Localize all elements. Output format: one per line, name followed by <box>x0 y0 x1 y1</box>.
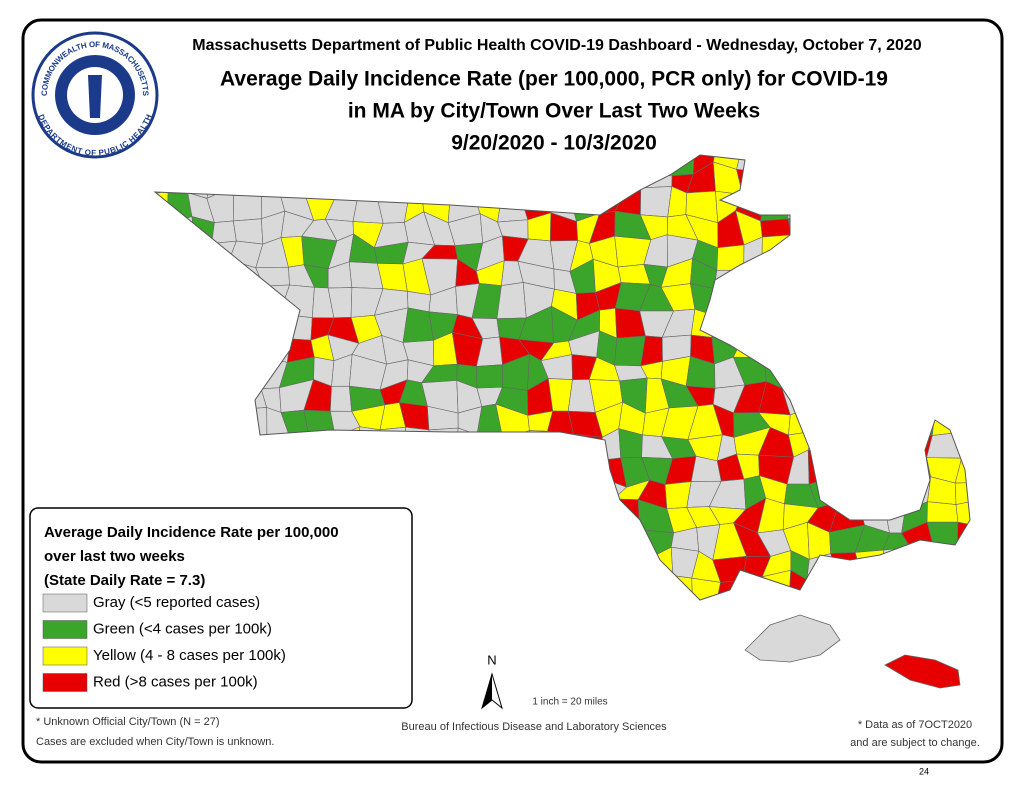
compass-arrow-fill <box>482 674 492 708</box>
bureau: Bureau of Infectious Disease and Laborat… <box>401 721 667 733</box>
legend-swatch <box>42 673 88 692</box>
title-line: 9/20/2020 - 10/3/2020 <box>451 132 657 155</box>
legend: Average Daily Incidence Rate per 100,000… <box>29 507 413 709</box>
town <box>640 186 673 218</box>
legend-title: over last two weeks <box>44 548 185 565</box>
note: * Data as of 7OCT2020 <box>858 719 972 731</box>
compass-label: N <box>487 652 496 667</box>
note: and are subject to change. <box>850 737 980 749</box>
legend-items: Gray (<5 reported cases) Green (<4 cases … <box>42 593 286 692</box>
island-marthas-vineyard <box>744 614 841 663</box>
legend-title: Average Daily Incidence Rate per 100,000 <box>44 524 339 541</box>
town <box>760 218 792 238</box>
footnote: Cases are excluded when City/Town is unk… <box>36 736 274 748</box>
footnote: * Unknown Official City/Town (N = 27) <box>36 716 220 728</box>
town <box>232 218 264 245</box>
town <box>954 481 970 505</box>
legend-label: Green (<4 cases per 100k) <box>93 620 272 637</box>
scale: 1 inch = 20 miles <box>532 697 607 708</box>
state-outline <box>153 154 971 601</box>
compass: N <box>481 652 503 710</box>
legend-title: (State Daily Rate = 7.3) <box>44 572 205 589</box>
town <box>211 220 237 244</box>
legend-label: Gray (<5 reported cases) <box>93 594 260 611</box>
town <box>329 385 353 412</box>
page-number: 24 <box>919 766 929 776</box>
legend-swatch <box>42 593 88 613</box>
town <box>476 364 503 389</box>
seal-figure <box>88 75 102 118</box>
header: Massachusetts Department of Public Healt… <box>192 37 921 54</box>
seal: COMMONWEALTH OF MASSACHUSETTS DEPARTMENT… <box>31 31 159 159</box>
legend-swatch <box>42 620 88 639</box>
legend-label: Red (>8 cases per 100k) <box>93 673 258 690</box>
town <box>926 501 959 523</box>
title-line: in MA by City/Town Over Last Two Weeks <box>348 100 760 123</box>
legend-label: Yellow (4 - 8 cases per 100k) <box>93 647 286 664</box>
legend-swatch <box>42 646 88 666</box>
town <box>614 335 646 367</box>
town <box>496 282 527 319</box>
title-line: Average Daily Incidence Rate (per 100,00… <box>220 68 888 91</box>
island-nantucket <box>884 654 961 689</box>
legend-box <box>29 507 413 709</box>
